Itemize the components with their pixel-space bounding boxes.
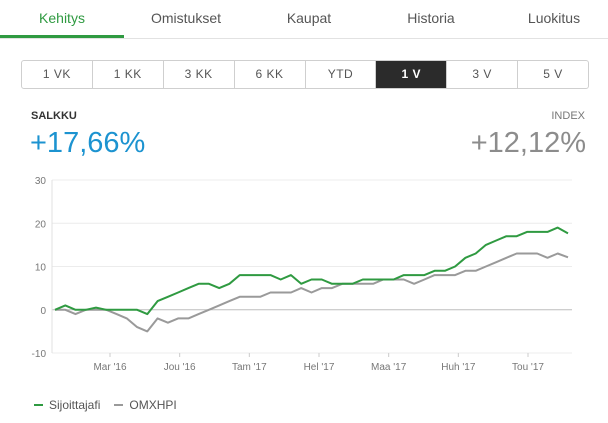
tab-kehitys[interactable]: Kehitys bbox=[0, 0, 124, 38]
legend-item-omxhpi[interactable]: OMXHPI bbox=[114, 398, 177, 412]
period-button-ytd[interactable]: YTD bbox=[306, 61, 377, 88]
x-tick-label: Jou '16 bbox=[164, 362, 196, 373]
chart-grid bbox=[51, 179, 572, 354]
y-tick-label: 10 bbox=[35, 263, 47, 274]
x-tick-label: Maa '17 bbox=[371, 362, 407, 373]
chart-legend: Sijoittajafi OMXHPI bbox=[34, 398, 177, 412]
y-axis-ticks: 30 20 10 0 -10 bbox=[32, 176, 47, 360]
y-tick-label: -10 bbox=[32, 349, 47, 360]
legend-swatch-gray bbox=[114, 404, 124, 406]
x-tick-label: Mar '16 bbox=[93, 362, 126, 373]
index-label: INDEX bbox=[551, 110, 585, 122]
tab-omistukset[interactable]: Omistukset bbox=[150, 10, 221, 26]
period-button-1v[interactable]: 1 V bbox=[376, 61, 448, 88]
y-tick-label: 20 bbox=[35, 219, 47, 230]
x-tick-label: Huh '17 bbox=[441, 362, 476, 373]
index-return: +12,12% bbox=[470, 127, 586, 159]
legend-item-sijoittajafi[interactable]: Sijoittajafi bbox=[34, 398, 100, 412]
period-button-5v[interactable]: 5 V bbox=[543, 67, 563, 81]
tab-bar: Kehitys Omistukset Kaupat Historia Luoki… bbox=[0, 0, 608, 39]
portfolio-label: SALKKU bbox=[31, 110, 77, 122]
legend-label: Sijoittajafi bbox=[49, 398, 101, 412]
x-tick-label: Tam '17 bbox=[232, 362, 267, 373]
tab-kaupat[interactable]: Kaupat bbox=[286, 10, 332, 26]
period-button-1vk[interactable]: 1 VK bbox=[22, 61, 93, 88]
period-button-6kk[interactable]: 6 KK bbox=[235, 61, 306, 88]
tab-luokitus[interactable]: Luokitus bbox=[527, 10, 581, 26]
x-tick-label: Tou '17 bbox=[512, 362, 544, 373]
y-tick-label: 0 bbox=[40, 306, 46, 317]
legend-swatch-green bbox=[34, 404, 43, 406]
x-axis-ticks: Mar '16 Jou '16 Tam '17 Hel '17 Maa '17 Huh '… bbox=[93, 353, 544, 373]
y-tick-label: 30 bbox=[35, 176, 47, 187]
tab-historia[interactable]: Historia bbox=[407, 10, 455, 26]
period-button-1kk[interactable]: 1 KK bbox=[93, 61, 164, 88]
legend-label: OMXHPI bbox=[129, 398, 177, 412]
series-line-sijoittajafi bbox=[54, 226, 569, 316]
portfolio-return: +17,66% bbox=[30, 127, 146, 159]
series-line-omxhpi bbox=[55, 252, 569, 333]
period-button-3v[interactable]: 3 V bbox=[447, 61, 519, 88]
period-button-3kk[interactable]: 3 KK bbox=[164, 61, 235, 88]
chart-series bbox=[54, 226, 569, 333]
period-selector: 1 VK 1 KK 3 KK 6 KK YTD 1 V 3 V 5 V bbox=[21, 60, 589, 89]
x-tick-label: Hel '17 bbox=[304, 362, 335, 373]
